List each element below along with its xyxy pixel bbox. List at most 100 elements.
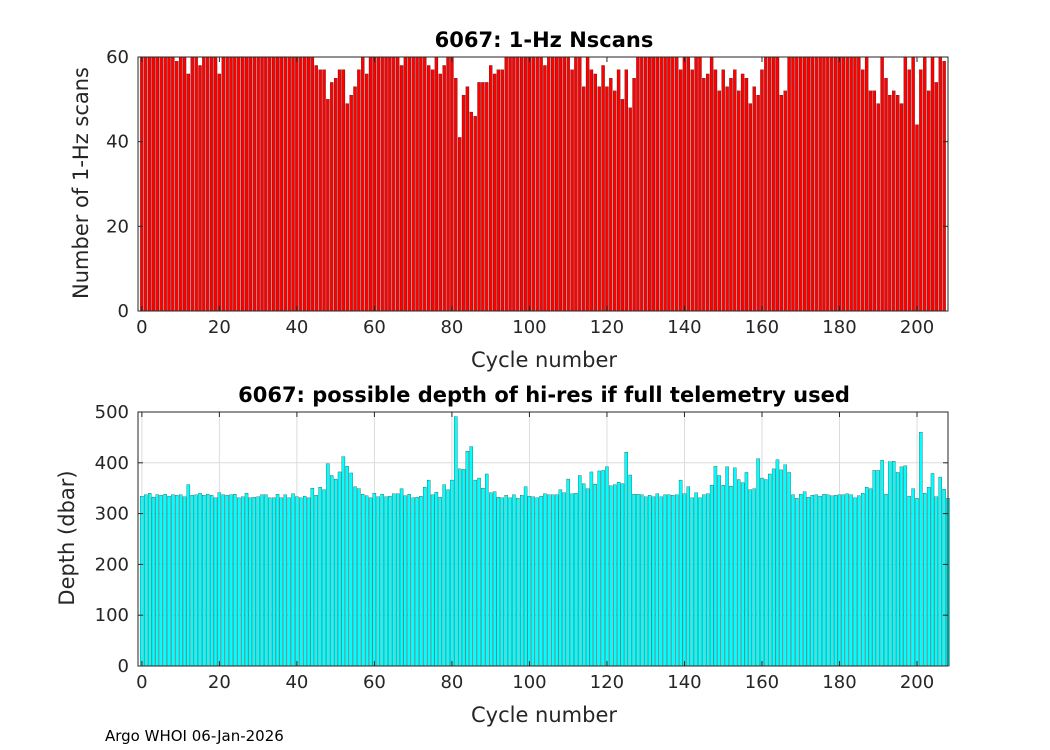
depth-bar (802, 491, 807, 667)
depth-bar (326, 463, 330, 667)
depth-bar (833, 495, 838, 667)
depth-bar (861, 493, 865, 667)
depth-bar (768, 473, 772, 667)
depth-bars (140, 416, 950, 667)
nscans-y-tick-label: 60 (106, 47, 129, 68)
depth-bar (151, 497, 156, 667)
depth-bar (419, 496, 423, 667)
depth-bar (194, 494, 198, 667)
depth-bar (585, 488, 590, 667)
depth-bar (744, 472, 749, 667)
nscans-bar (919, 69, 923, 312)
nscans-chart: 0 20 40 60 80 100 120 140 160 180 200 0 20 40 60 6067:… (69, 28, 949, 372)
depth-bar (229, 494, 233, 667)
depth-bar (527, 496, 532, 667)
depth-bar (504, 495, 508, 667)
depth-bar (539, 496, 543, 667)
nscans-bar (423, 56, 427, 312)
nscans-bar (582, 86, 586, 312)
depth-bar (399, 488, 404, 667)
depth-bar (508, 497, 512, 667)
depth-bar (477, 477, 481, 667)
depth-bar (791, 494, 795, 667)
depth-bar (857, 495, 861, 667)
depth-bar (268, 497, 272, 667)
depth-bar (233, 494, 237, 667)
nscans-bar (644, 56, 648, 312)
depth-bar (295, 496, 299, 667)
depth-bar (217, 492, 222, 667)
depth-bar (349, 472, 353, 667)
depth-bar (395, 493, 400, 667)
depth-bar (178, 494, 183, 667)
nscans-bar (737, 90, 741, 312)
depth-bar (895, 472, 900, 667)
depth-bar (271, 497, 276, 667)
depth-bar (655, 493, 660, 667)
depth-bar (775, 459, 780, 667)
nscans-bar (783, 90, 787, 312)
depth-bar (911, 488, 915, 667)
nscans-bar (864, 56, 869, 312)
nscans-bar (322, 69, 326, 312)
depth-bar (318, 487, 322, 667)
depth-axes-box (137, 411, 949, 667)
nscans-bar (616, 69, 621, 312)
nscans-bar (392, 56, 396, 312)
nscans-bar (419, 56, 423, 312)
nscans-bar (585, 56, 590, 312)
nscans-bar (907, 69, 911, 312)
nscans-bar (361, 56, 365, 312)
nscans-bar (403, 56, 408, 312)
nscans-bar (485, 82, 489, 312)
depth-bar (632, 494, 636, 667)
nscans-bar (151, 56, 156, 312)
nscans-bar (520, 56, 524, 312)
depth-x-tick-label: 140 (667, 672, 701, 693)
nscans-bar (849, 56, 853, 312)
depth-bar (248, 497, 253, 667)
depth-bar (605, 466, 609, 667)
depth-bar (624, 452, 629, 667)
nscans-bar (818, 56, 822, 312)
depth-bar (372, 493, 377, 667)
nscans-bar (628, 107, 632, 312)
nscans-bar (740, 73, 745, 312)
nscans-bar (178, 56, 183, 312)
nscans-bar (826, 56, 830, 312)
depth-bar (926, 487, 931, 667)
nscans-chart-title: 6067: 1-Hz Nscans (435, 28, 654, 52)
nscans-bar (318, 69, 322, 312)
nscans-bar (601, 65, 605, 312)
nscans-y-axis-label: Number of 1-Hz scans (69, 67, 93, 299)
nscans-bar (636, 56, 640, 312)
nscans-bar (926, 90, 931, 312)
nscans-bar (244, 56, 249, 312)
depth-bar (291, 493, 295, 667)
nscans-x-tick-label: 0 (136, 317, 147, 338)
depth-bar (209, 495, 214, 667)
nscans-bar (841, 56, 846, 312)
nscans-bar (721, 69, 725, 312)
depth-bar (186, 484, 191, 667)
nscans-bar (337, 69, 342, 312)
depth-x-tick-label: 0 (136, 672, 147, 693)
nscans-bar (206, 56, 210, 312)
nscans-bar (593, 73, 597, 312)
depth-y-tick-label: 0 (118, 656, 129, 677)
nscans-bar (888, 94, 892, 312)
nscans-bar (167, 56, 171, 312)
nscans-bar (446, 56, 450, 312)
depth-bar (806, 497, 811, 667)
depth-bar (543, 493, 547, 667)
depth-bar (899, 466, 904, 667)
nscans-bar (802, 56, 807, 312)
nscans-bar (651, 56, 656, 312)
depth-bar (310, 488, 315, 667)
nscans-bar (923, 56, 927, 312)
depth-bar (938, 476, 942, 667)
nscans-bar (880, 56, 884, 312)
nscans-bar (434, 56, 439, 312)
depth-bar (155, 494, 160, 667)
nscans-x-tick-label: 160 (745, 317, 779, 338)
